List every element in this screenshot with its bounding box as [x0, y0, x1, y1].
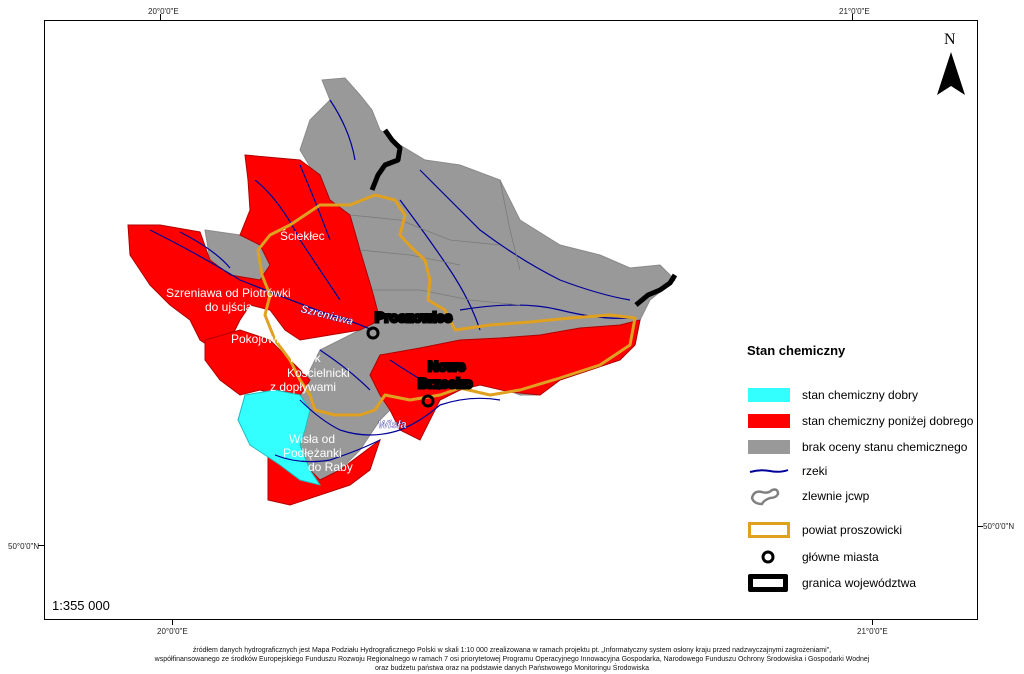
- footer-source: źródłem danych hydrograficznych jest Map…: [0, 646, 1024, 673]
- legend-swatch-red: [748, 414, 790, 428]
- legend-catchment-icon: [750, 488, 780, 506]
- label-wisla-3: do Raby: [308, 460, 353, 474]
- legend-item-catchments: zlewnie jcwp: [748, 486, 869, 506]
- scale-label: 1:355 000: [52, 598, 110, 613]
- label-wisla-2: Podłężanki: [283, 446, 342, 460]
- city-proszowice-marker: [366, 326, 380, 340]
- footer-line-2: współfinansowanego ze środków Europejski…: [154, 656, 870, 663]
- legend-item-border: granica województwa: [748, 573, 916, 593]
- label-river-wisla: Wisła: [378, 419, 407, 431]
- legend-title: Stan chemiczny: [747, 343, 846, 358]
- city-nowe-brzesko-marker: [421, 394, 435, 408]
- label-wisla-1: Wisła od: [289, 432, 335, 446]
- legend-swatch-cyan: [748, 388, 790, 402]
- legend-item-no-assessment: brak oceny stanu chemicznego: [748, 437, 967, 457]
- legend-label: granica województwa: [802, 576, 917, 590]
- legend-item-good: stan chemiczny dobry: [748, 385, 918, 405]
- tick-top-right: [852, 14, 853, 20]
- catchment-lines: [349, 179, 521, 306]
- label-city-proszowice: Proszowice: [375, 309, 452, 325]
- label-szreniawa-1: Szreniawa od Piotrówki: [166, 286, 291, 300]
- legend-label: zlewnie jcwp: [802, 489, 870, 503]
- red-catchments: [127, 154, 641, 506]
- legend-item-rivers: rzeki: [748, 461, 827, 481]
- legend-label: rzeki: [802, 464, 828, 478]
- coord-bottom-right: 21°0'0"E: [857, 627, 888, 636]
- legend-river-icon: [749, 469, 789, 473]
- footer-line-3: oraz budżetu państwa oraz na podstawie d…: [375, 665, 649, 672]
- label-city-nowe: Nowe: [428, 358, 466, 374]
- tick-bottom-left: [172, 619, 173, 625]
- label-potok-1: Potok: [290, 351, 322, 365]
- coord-top-right: 21°0'0"E: [839, 7, 870, 16]
- tick-left-lat: [38, 545, 44, 546]
- legend-item-powiat: powiat proszowicki: [748, 520, 902, 540]
- legend-city-icon: [761, 550, 775, 564]
- label-pokojowka: Pokojówka: [231, 332, 289, 346]
- legend-item-below-good: stan chemiczny poniżej dobrego: [748, 411, 973, 431]
- tick-top-left: [160, 14, 161, 20]
- legend-swatch-border: [748, 574, 788, 592]
- label-sciekiec: Ściekłec: [280, 228, 325, 243]
- legend-item-cities: główne miasta: [748, 547, 879, 567]
- voivodeship-border: [369, 128, 678, 307]
- legend-label: brak oceny stanu chemicznego: [802, 440, 968, 454]
- legend-label: stan chemiczny dobry: [802, 388, 919, 402]
- north-arrow-label: N: [944, 31, 956, 48]
- coord-top-left: 20°0'0"E: [148, 7, 179, 16]
- label-potok-2: Kościelnicki: [287, 366, 350, 380]
- legend-label: powiat proszowicki: [802, 523, 903, 537]
- footer-line-1: źródłem danych hydrograficznych jest Map…: [192, 647, 832, 654]
- label-city-brzesko: Brzesko: [418, 375, 472, 391]
- tick-bottom-right: [872, 619, 873, 625]
- label-szreniawa-2: do ujścia: [205, 300, 253, 314]
- coord-right-lat: 50°0'0"N: [983, 522, 1015, 531]
- legend-swatch-powiat: [748, 522, 790, 538]
- legend-label: główne miasta: [802, 550, 879, 564]
- powiat-boundary: [256, 193, 637, 417]
- coord-left-lat: 50°0'0"N: [8, 542, 40, 551]
- legend-swatch-grey: [748, 440, 790, 454]
- label-potok-3: z dopływami: [270, 380, 336, 394]
- coord-bottom-left: 20°0'0"E: [157, 627, 188, 636]
- north-arrow-icon: N: [937, 31, 965, 95]
- tick-right-lat: [977, 526, 983, 527]
- legend-label: stan chemiczny poniżej dobrego: [802, 414, 974, 428]
